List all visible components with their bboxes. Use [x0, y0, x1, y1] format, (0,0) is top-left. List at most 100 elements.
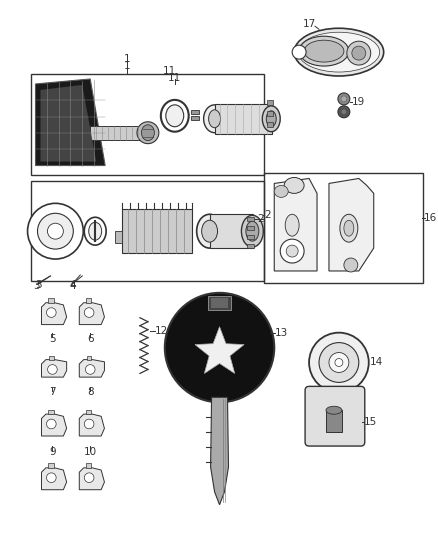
- Circle shape: [309, 333, 369, 392]
- Bar: [247, 226, 254, 230]
- Text: 11: 11: [168, 73, 181, 83]
- Ellipse shape: [298, 32, 380, 72]
- Polygon shape: [211, 397, 229, 505]
- Text: 13: 13: [275, 328, 288, 337]
- Text: 3: 3: [35, 280, 42, 290]
- Polygon shape: [79, 468, 104, 490]
- Ellipse shape: [241, 215, 263, 247]
- Circle shape: [286, 245, 298, 257]
- Circle shape: [347, 41, 371, 65]
- Circle shape: [341, 109, 347, 115]
- Ellipse shape: [141, 125, 154, 141]
- Circle shape: [46, 473, 56, 482]
- Ellipse shape: [299, 36, 349, 66]
- Bar: [90, 126, 145, 140]
- Polygon shape: [42, 303, 67, 325]
- Text: 1: 1: [124, 54, 131, 64]
- Text: 15: 15: [364, 417, 378, 427]
- Text: 1: 1: [124, 61, 131, 71]
- Polygon shape: [42, 468, 67, 490]
- Ellipse shape: [344, 220, 354, 236]
- Circle shape: [338, 106, 350, 118]
- Ellipse shape: [201, 220, 218, 242]
- Text: 8: 8: [87, 387, 94, 397]
- Circle shape: [84, 473, 94, 482]
- Text: 2: 2: [257, 214, 264, 224]
- Circle shape: [352, 46, 366, 60]
- Ellipse shape: [284, 177, 304, 193]
- Ellipse shape: [274, 185, 288, 197]
- Ellipse shape: [262, 106, 280, 132]
- Polygon shape: [274, 179, 317, 271]
- FancyBboxPatch shape: [305, 386, 365, 446]
- Circle shape: [280, 239, 304, 263]
- Bar: [31, 181, 264, 281]
- Bar: [86, 410, 91, 414]
- Ellipse shape: [204, 105, 226, 133]
- Text: 19: 19: [352, 97, 365, 107]
- Circle shape: [38, 213, 73, 249]
- Bar: [247, 235, 254, 239]
- Bar: [215, 104, 272, 134]
- Circle shape: [46, 419, 56, 429]
- Text: 7: 7: [49, 387, 56, 397]
- Circle shape: [335, 359, 343, 367]
- Ellipse shape: [326, 406, 342, 414]
- Bar: [211, 298, 229, 308]
- Ellipse shape: [166, 105, 184, 127]
- Bar: [86, 464, 91, 468]
- Bar: [247, 217, 254, 221]
- Polygon shape: [35, 79, 105, 166]
- Polygon shape: [42, 414, 67, 436]
- Text: 16: 16: [424, 213, 437, 223]
- Polygon shape: [79, 360, 104, 377]
- Polygon shape: [42, 360, 67, 377]
- Circle shape: [48, 365, 57, 374]
- Circle shape: [319, 343, 359, 382]
- Bar: [208, 296, 231, 310]
- Bar: [326, 410, 342, 432]
- Bar: [87, 356, 91, 360]
- Bar: [48, 298, 53, 303]
- Polygon shape: [79, 303, 104, 325]
- Circle shape: [341, 96, 347, 102]
- Bar: [267, 100, 273, 105]
- Text: 2: 2: [264, 211, 271, 220]
- Polygon shape: [115, 231, 122, 243]
- Bar: [267, 122, 273, 127]
- Bar: [267, 111, 273, 116]
- Text: 17: 17: [303, 19, 316, 29]
- Ellipse shape: [89, 222, 102, 240]
- Circle shape: [84, 308, 94, 317]
- Circle shape: [165, 293, 274, 402]
- Ellipse shape: [266, 111, 276, 127]
- Circle shape: [344, 258, 358, 272]
- Text: 12: 12: [155, 326, 169, 336]
- Circle shape: [46, 308, 56, 317]
- Ellipse shape: [285, 214, 299, 236]
- Bar: [48, 410, 53, 414]
- Text: 4: 4: [69, 281, 76, 291]
- Ellipse shape: [84, 217, 106, 245]
- Ellipse shape: [137, 122, 159, 144]
- Circle shape: [338, 93, 350, 105]
- Bar: [122, 209, 192, 253]
- Polygon shape: [195, 327, 244, 374]
- Bar: [48, 464, 53, 468]
- Polygon shape: [79, 414, 104, 436]
- Text: 5: 5: [49, 334, 56, 344]
- Polygon shape: [40, 85, 96, 161]
- Circle shape: [84, 419, 94, 429]
- Circle shape: [28, 203, 83, 259]
- Ellipse shape: [304, 40, 344, 62]
- Text: 9: 9: [49, 447, 56, 457]
- Ellipse shape: [340, 214, 358, 242]
- Ellipse shape: [246, 221, 259, 241]
- Bar: [191, 110, 199, 114]
- Circle shape: [85, 365, 95, 374]
- Bar: [247, 244, 254, 248]
- Bar: [191, 116, 199, 120]
- Circle shape: [292, 45, 306, 59]
- Circle shape: [47, 223, 64, 239]
- Bar: [31, 74, 264, 175]
